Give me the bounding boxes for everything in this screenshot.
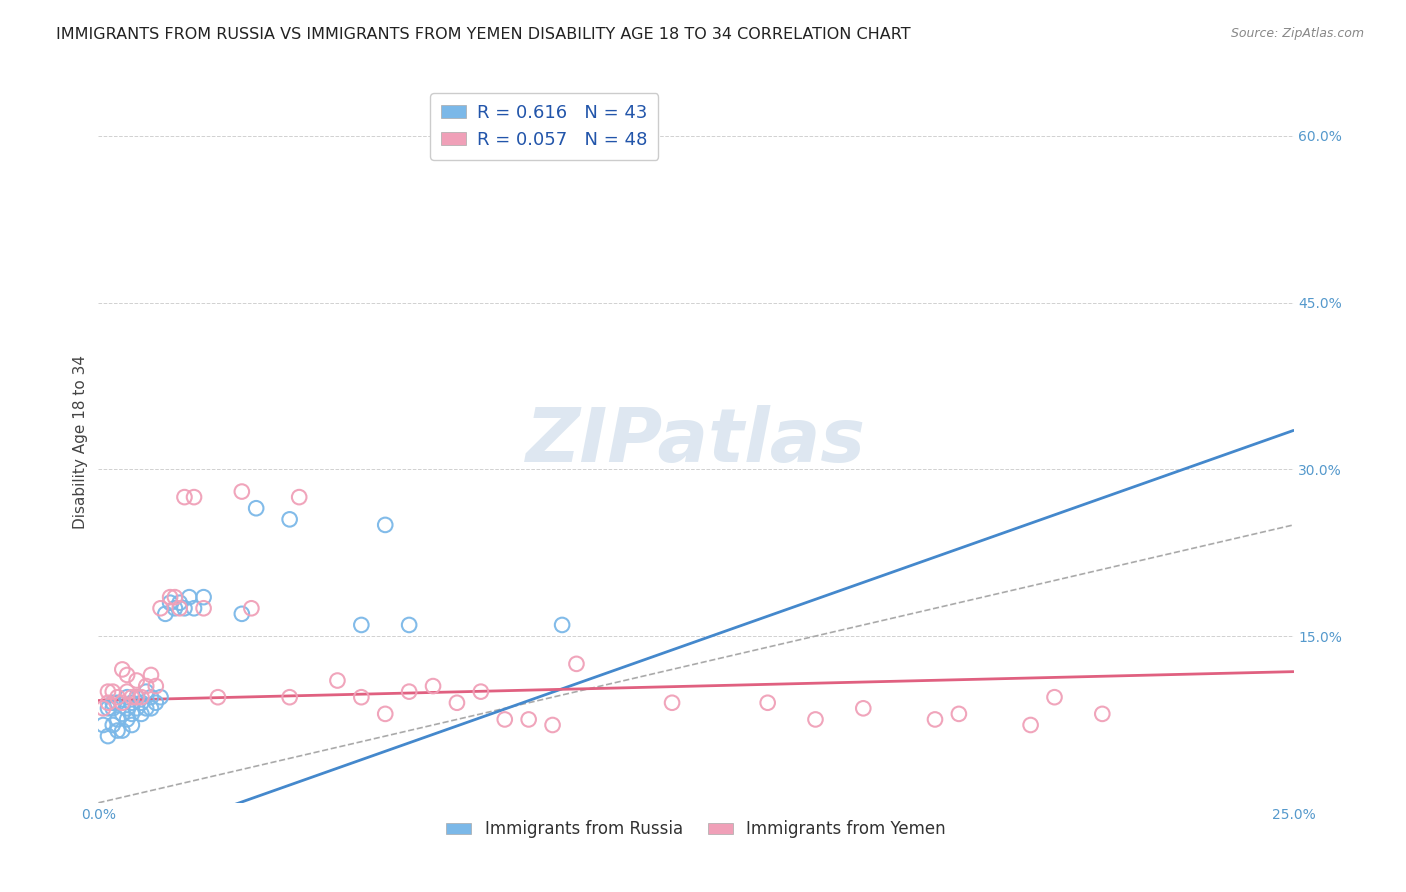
Point — [121, 690, 143, 705]
Point — [163, 590, 186, 604]
Point — [924, 713, 946, 727]
Point — [155, 607, 177, 621]
Point — [111, 696, 134, 710]
Point — [446, 696, 468, 710]
Point — [101, 696, 124, 710]
Point — [115, 668, 138, 682]
Point — [374, 517, 396, 532]
Point — [193, 601, 215, 615]
Point — [107, 723, 129, 738]
Point — [125, 701, 148, 715]
Point — [169, 601, 191, 615]
Point — [115, 690, 138, 705]
Point — [125, 690, 148, 705]
Point — [91, 718, 114, 732]
Point — [1091, 706, 1114, 721]
Point — [107, 713, 129, 727]
Point — [852, 701, 875, 715]
Point — [139, 668, 162, 682]
Point — [565, 657, 588, 671]
Point — [159, 590, 181, 604]
Point — [494, 713, 516, 727]
Point — [661, 696, 683, 710]
Point — [422, 679, 444, 693]
Point — [756, 696, 779, 710]
Point — [541, 718, 564, 732]
Point — [115, 713, 138, 727]
Point — [231, 484, 253, 499]
Point — [131, 690, 153, 705]
Point — [278, 690, 301, 705]
Point — [107, 696, 129, 710]
Point — [115, 684, 138, 698]
Point — [231, 607, 253, 621]
Point — [398, 618, 420, 632]
Point — [278, 512, 301, 526]
Point — [97, 729, 120, 743]
Point — [374, 706, 396, 721]
Point — [350, 690, 373, 705]
Point — [145, 679, 167, 693]
Point — [97, 701, 120, 715]
Point — [115, 701, 138, 715]
Point — [207, 690, 229, 705]
Point — [288, 490, 311, 504]
Point — [183, 601, 205, 615]
Point — [101, 684, 124, 698]
Point — [91, 701, 114, 715]
Point — [398, 684, 420, 698]
Point — [948, 706, 970, 721]
Point — [135, 684, 157, 698]
Point — [97, 696, 120, 710]
Point — [131, 706, 153, 721]
Point — [111, 662, 134, 676]
Text: IMMIGRANTS FROM RUSSIA VS IMMIGRANTS FROM YEMEN DISABILITY AGE 18 TO 34 CORRELAT: IMMIGRANTS FROM RUSSIA VS IMMIGRANTS FRO… — [56, 27, 911, 42]
Point — [101, 718, 124, 732]
Point — [240, 601, 263, 615]
Point — [245, 501, 267, 516]
Point — [111, 723, 134, 738]
Point — [193, 590, 215, 604]
Point — [1019, 718, 1042, 732]
Point — [804, 713, 827, 727]
Point — [613, 145, 636, 160]
Point — [125, 690, 148, 705]
Point — [139, 701, 162, 715]
Point — [169, 596, 191, 610]
Y-axis label: Disability Age 18 to 34: Disability Age 18 to 34 — [73, 354, 89, 529]
Point — [517, 713, 540, 727]
Point — [101, 701, 124, 715]
Point — [135, 701, 157, 715]
Point — [1043, 690, 1066, 705]
Point — [149, 690, 172, 705]
Point — [139, 690, 162, 705]
Point — [97, 684, 120, 698]
Text: ZIPatlas: ZIPatlas — [526, 405, 866, 478]
Point — [163, 601, 186, 615]
Point — [470, 684, 492, 698]
Point — [173, 601, 195, 615]
Point — [135, 679, 157, 693]
Point — [121, 718, 143, 732]
Point — [131, 696, 153, 710]
Point — [179, 590, 201, 604]
Point — [145, 696, 167, 710]
Point — [107, 690, 129, 705]
Point — [183, 490, 205, 504]
Legend: Immigrants from Russia, Immigrants from Yemen: Immigrants from Russia, Immigrants from … — [440, 814, 952, 845]
Point — [551, 618, 574, 632]
Point — [350, 618, 373, 632]
Point — [173, 490, 195, 504]
Point — [326, 673, 349, 688]
Point — [121, 696, 143, 710]
Point — [111, 706, 134, 721]
Point — [159, 596, 181, 610]
Point — [149, 601, 172, 615]
Text: Source: ZipAtlas.com: Source: ZipAtlas.com — [1230, 27, 1364, 40]
Point — [125, 673, 148, 688]
Point — [121, 706, 143, 721]
